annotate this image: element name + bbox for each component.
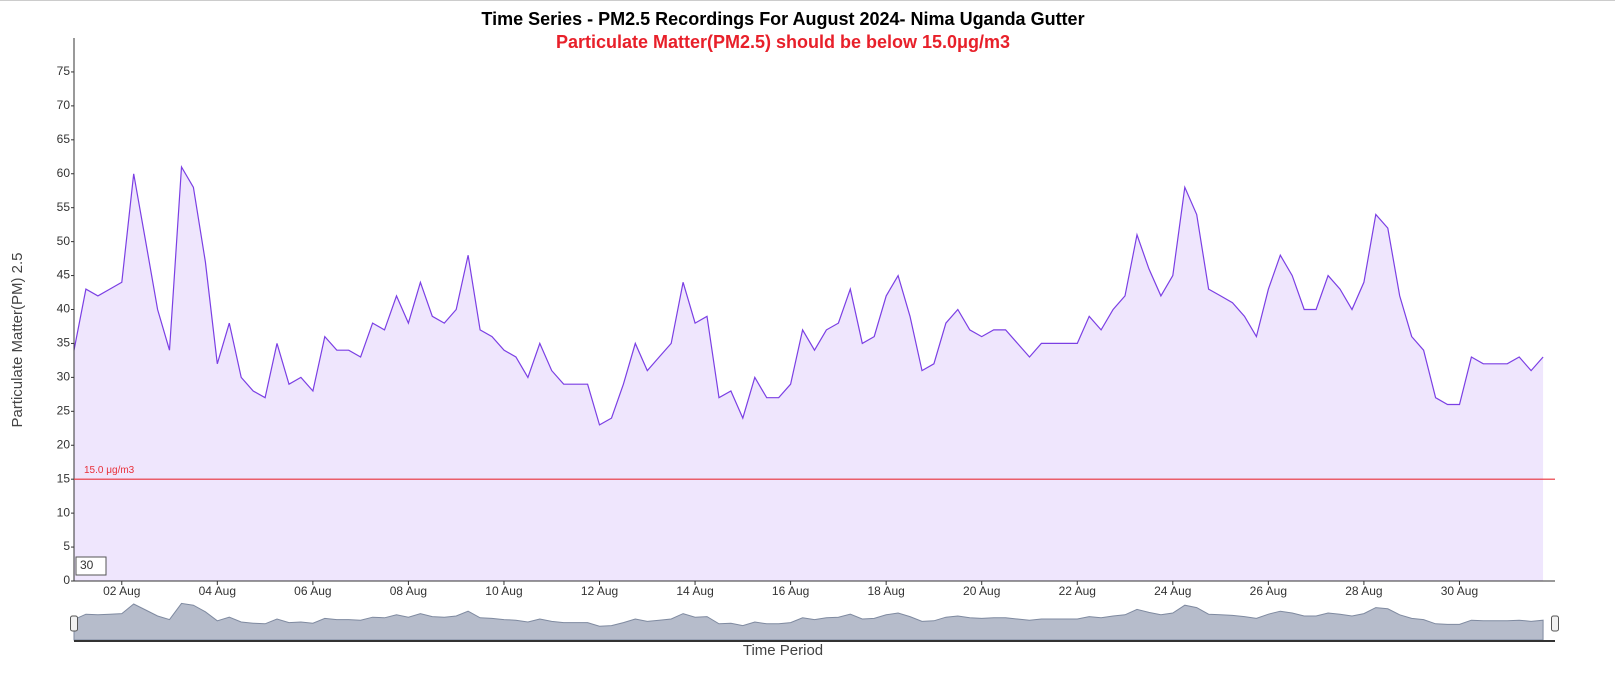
y-tick-label: 15 [57, 471, 71, 485]
chart-title: Time Series - PM2.5 Recordings For Augus… [481, 9, 1084, 29]
y-tick-label: 30 [57, 370, 71, 384]
y-tick-label: 25 [57, 403, 71, 417]
threshold-label: 15.0 μg/m3 [84, 465, 135, 476]
y-tick-label: 75 [57, 64, 71, 78]
x-tick-label: 28 Aug [1345, 584, 1382, 598]
y-tick-label: 60 [57, 166, 71, 180]
navigator-handle [1551, 615, 1559, 632]
y-tick-label: 5 [63, 539, 70, 553]
area-fill [74, 167, 1544, 581]
y-tick-label: 50 [57, 234, 71, 248]
zoom-input: 30 [80, 558, 94, 572]
y-tick-label: 0 [63, 573, 70, 587]
x-tick-label: 16 Aug [772, 584, 809, 598]
x-tick-label: 22 Aug [1059, 584, 1096, 598]
x-tick-label: 06 Aug [294, 584, 331, 598]
zoom-input-box [75, 556, 107, 576]
x-tick-label: 26 Aug [1250, 584, 1287, 598]
navigator-handle [70, 615, 78, 632]
y-tick-label: 65 [57, 132, 71, 146]
y-tick-label: 70 [57, 98, 71, 112]
x-tick-label: 14 Aug [676, 584, 713, 598]
data-line [73, 165, 1544, 426]
y-tick-label: 45 [57, 268, 71, 282]
y-tick-label: 40 [57, 302, 71, 316]
y-tick-label: 20 [57, 437, 71, 451]
x-tick-label: 20 Aug [963, 584, 1000, 598]
x-axis-label: Time Period [743, 642, 823, 659]
y-tick-label: 55 [57, 200, 71, 214]
chart-subtitle: Particulate Matter(PM2.5) should be belo… [556, 32, 1010, 52]
y-tick-label: 10 [57, 505, 71, 519]
y-axis-label: Particulate Matter(PM) 2.5 [9, 252, 26, 427]
x-tick-label: 18 Aug [867, 584, 904, 598]
x-tick-label: 04 Aug [199, 584, 236, 598]
y-tick-label: 35 [57, 336, 71, 350]
x-tick-label: 10 Aug [485, 584, 522, 598]
x-tick-label: 30 Aug [1441, 584, 1478, 598]
navigator-area [73, 602, 1544, 641]
x-tick-label: 12 Aug [581, 584, 618, 598]
x-tick-label: 02 Aug [103, 584, 140, 598]
x-tick-label: 08 Aug [390, 584, 427, 598]
x-tick-label: 24 Aug [1154, 584, 1191, 598]
